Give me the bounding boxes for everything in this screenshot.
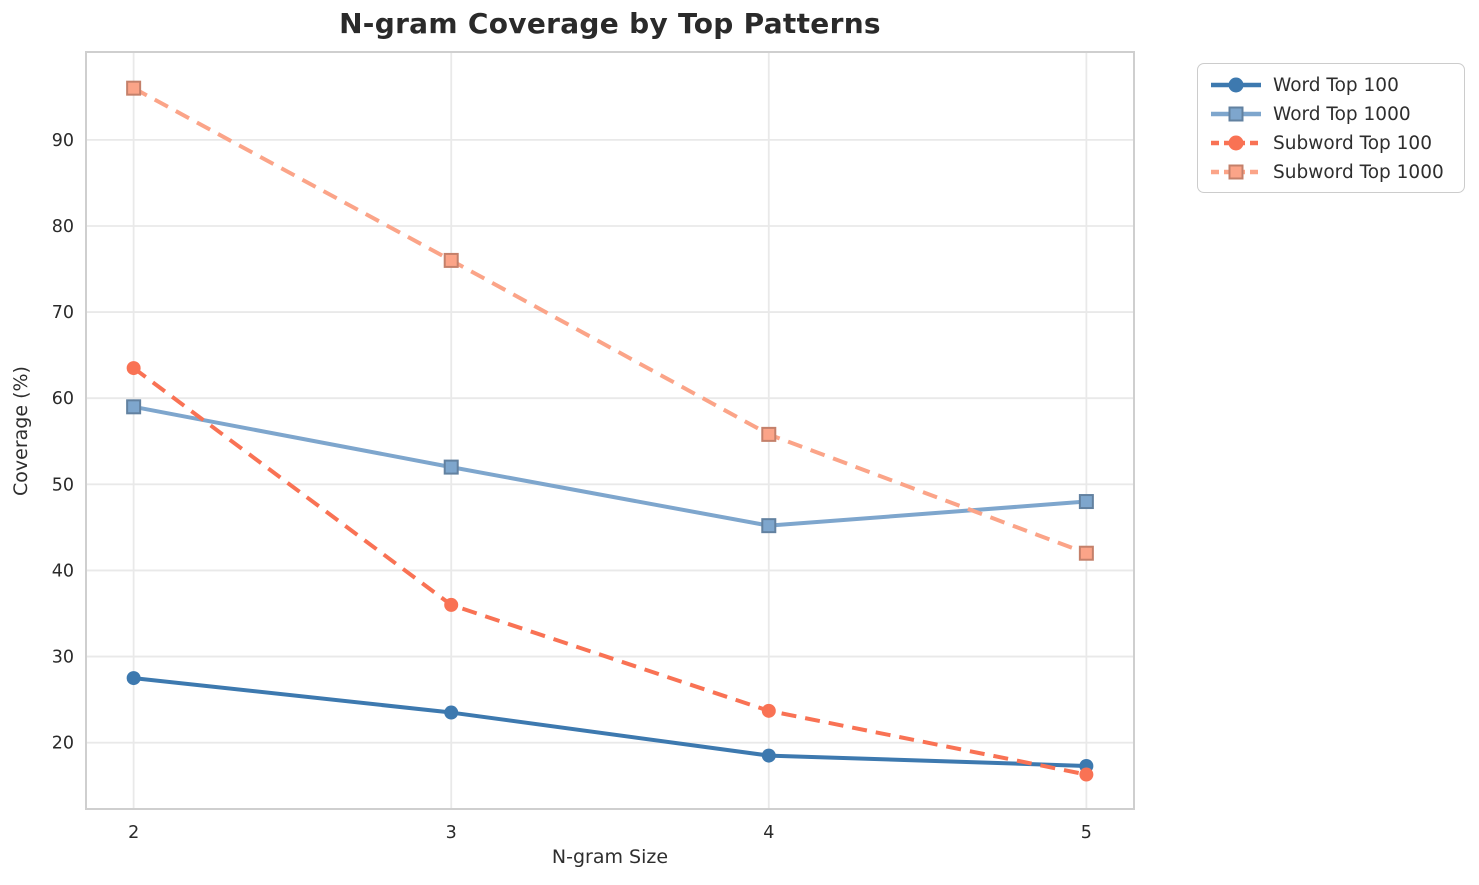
legend-item-label: Subword Top 1000 bbox=[1273, 161, 1444, 183]
data-point-subword-top-100 bbox=[444, 597, 459, 612]
series-line-word-top-100 bbox=[133, 676, 1087, 768]
x-tick-label: 3 bbox=[446, 823, 457, 843]
data-point-subword-top-1000 bbox=[1078, 545, 1094, 561]
series-line-word-top-1000 bbox=[133, 404, 1087, 528]
legend-circle-glyph bbox=[1228, 77, 1244, 93]
x-tick-label: 4 bbox=[763, 823, 774, 843]
legend-item-subword-top-100: Subword Top 100 bbox=[1210, 129, 1454, 157]
x-tick-label: 5 bbox=[1081, 823, 1092, 843]
y-tick-label: 90 bbox=[52, 131, 74, 151]
legend-square-glyph bbox=[1228, 164, 1244, 180]
y-axis-label: Coverage (%) bbox=[10, 366, 32, 496]
legend-circle-marker-icon bbox=[1211, 77, 1261, 93]
legend-item-label: Subword Top 100 bbox=[1273, 132, 1432, 154]
y-tick-label: 80 bbox=[52, 217, 74, 237]
legend-square-glyph bbox=[1228, 106, 1244, 122]
data-point-word-top-100 bbox=[761, 748, 776, 763]
y-tick-label: 50 bbox=[52, 475, 74, 495]
data-point-subword-top-100 bbox=[126, 361, 141, 376]
data-point-subword-top-1000 bbox=[761, 426, 777, 442]
data-point-subword-top-100 bbox=[761, 703, 776, 718]
data-point-word-top-100 bbox=[444, 705, 459, 720]
plot-border bbox=[85, 51, 1135, 810]
plot-area bbox=[86, 52, 1134, 809]
legend-square-marker-icon bbox=[1211, 106, 1261, 122]
data-point-subword-top-1000 bbox=[443, 252, 459, 268]
legend-item-label: Word Top 1000 bbox=[1273, 103, 1411, 125]
y-tick-label: 40 bbox=[52, 561, 74, 581]
y-tick-label: 60 bbox=[52, 389, 74, 409]
data-point-word-top-1000 bbox=[1078, 494, 1094, 510]
data-point-word-top-1000 bbox=[443, 459, 459, 475]
y-tick-label: 70 bbox=[52, 303, 74, 323]
legend-item-word-top-100: Word Top 100 bbox=[1210, 71, 1454, 99]
legend: Word Top 100 Word Top 1000 Subword Top 100… bbox=[1197, 63, 1465, 193]
legend-circle-marker-icon bbox=[1211, 135, 1261, 151]
data-point-word-top-100 bbox=[126, 671, 141, 686]
legend-item-label: Word Top 100 bbox=[1273, 74, 1399, 96]
chart-title: N-gram Coverage by Top Patterns bbox=[339, 7, 881, 40]
data-point-subword-top-1000 bbox=[126, 80, 142, 96]
legend-item-word-top-1000: Word Top 1000 bbox=[1210, 100, 1454, 128]
y-tick-label: 20 bbox=[52, 734, 74, 754]
x-tick-label: 2 bbox=[128, 823, 139, 843]
legend-square-marker-icon bbox=[1211, 164, 1261, 180]
series-line-subword-top-100 bbox=[132, 366, 1087, 777]
legend-item-subword-top-1000: Subword Top 1000 bbox=[1210, 158, 1454, 186]
data-point-word-top-1000 bbox=[761, 518, 777, 534]
y-tick-label: 30 bbox=[52, 648, 74, 668]
data-point-subword-top-100 bbox=[1079, 767, 1094, 782]
series-line-subword-top-1000 bbox=[132, 86, 1088, 556]
legend-circle-glyph bbox=[1228, 135, 1244, 151]
x-axis-label: N-gram Size bbox=[551, 846, 669, 868]
data-point-word-top-1000 bbox=[126, 399, 142, 415]
